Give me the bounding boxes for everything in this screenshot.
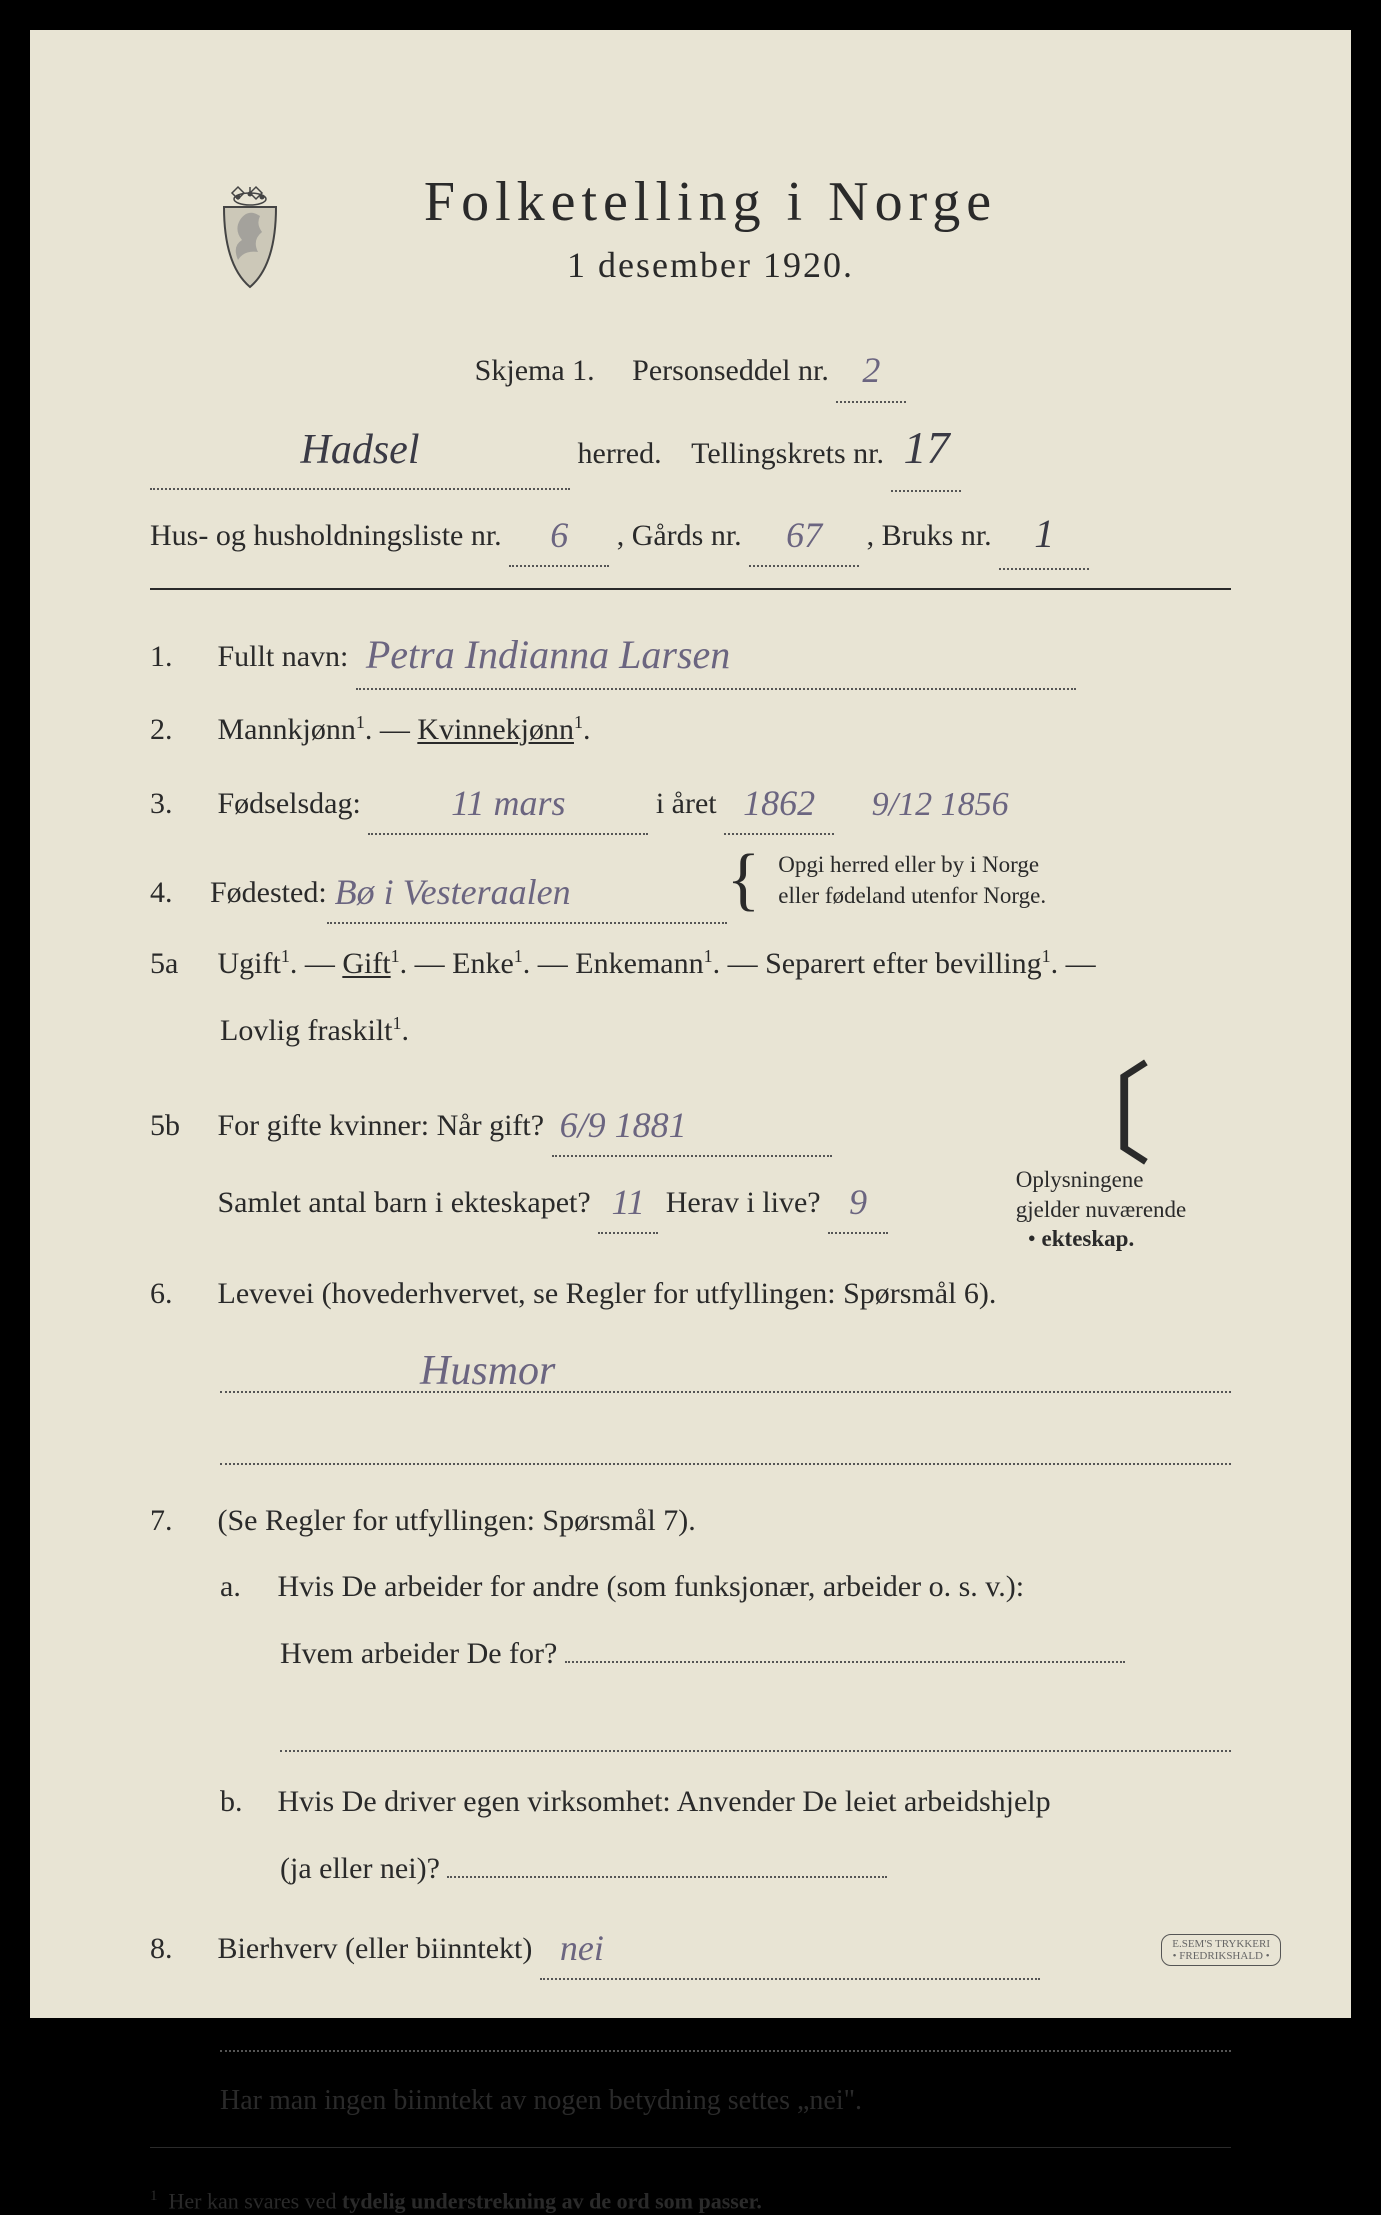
q5b-label3: Herav i live?: [666, 1186, 821, 1219]
title-block: Folketelling i Norge 1 desember 1920.: [190, 170, 1231, 286]
q7b-num: b.: [220, 1776, 270, 1829]
q8-num: 8.: [150, 1923, 210, 1976]
q5b-value2: 11: [612, 1182, 645, 1222]
q8-value: nei: [560, 1928, 604, 1968]
q2-mann: Mannkjønn: [218, 713, 356, 746]
q1-num: 1.: [150, 631, 210, 684]
q5a-fraskilt: Lovlig fraskilt: [220, 1014, 392, 1047]
census-form-page: Folketelling i Norge 1 desember 1920. Sk…: [30, 30, 1351, 2018]
q5b-block: 5b For gifte kvinner: Når gift? 6/9 1881…: [150, 1071, 1231, 1254]
q7-row: 7. (Se Regler for utfyllingen: Spørsmål …: [150, 1495, 1231, 1548]
q5a-separert: Separert efter bevilling: [765, 947, 1042, 980]
q8-row: 8. Bierhverv (eller biinntekt) nei: [150, 1915, 1231, 1980]
q3-num: 3.: [150, 778, 210, 831]
q7b-text1: Hvis De driver egen virksomhet: Anvender…: [278, 1785, 1051, 1818]
q3-alt-date: 9/12 1856: [872, 786, 1009, 823]
q5a-enke: Enke: [452, 947, 514, 980]
q4-label: Fødested:: [210, 867, 327, 920]
q5a-gift: Gift: [342, 947, 390, 980]
q4-num: 4.: [150, 867, 210, 920]
q8-label: Bierhverv (eller biinntekt): [218, 1932, 533, 1965]
q7a-blank-line: [280, 1710, 1231, 1752]
q5a-row2: Lovlig fraskilt1.: [150, 1005, 1231, 1058]
q7-num: 7.: [150, 1495, 210, 1548]
q5b-value3: 9: [849, 1182, 867, 1222]
hus-line: Hus- og husholdningsliste nr. 6 , Gårds …: [150, 496, 1231, 570]
q5b-note: 〔 Oplysningene gjelder nuværende • ektes…: [971, 1071, 1231, 1254]
q3-year: 1862: [743, 783, 815, 823]
gards-label: , Gårds nr.: [617, 519, 742, 552]
personseddel-nr: 2: [862, 350, 880, 390]
q3-row: 3. Fødselsdag: 11 mars i året 1862 9/12 …: [150, 770, 1231, 835]
herred-value: Hadsel: [301, 427, 420, 473]
q7a-num: a.: [220, 1561, 270, 1614]
footnote: 1 Her kan svares ved tydelig understrekn…: [150, 2188, 1231, 2214]
q5b-value1: 6/9 1881: [560, 1105, 687, 1145]
bruks-nr: 1: [1034, 511, 1054, 556]
main-title: Folketelling i Norge: [190, 170, 1231, 234]
q5a-enkemann: Enkemann: [575, 947, 703, 980]
q1-label: Fullt navn:: [218, 640, 349, 673]
q1-value: Petra Indianna Larsen: [366, 632, 730, 677]
q6-answer-line: Husmor: [220, 1351, 1231, 1393]
printer-mark: E.SEM'S TRYKKERI • FREDRIKSHALD •: [1161, 1934, 1281, 1966]
q6-blank-line2: [220, 1423, 1231, 1465]
tellingskrets-nr: 17: [903, 422, 949, 473]
divider: [150, 588, 1231, 590]
q5a-num: 5a: [150, 938, 210, 991]
q4-row: 4. Fødested: Bø i Vesteraalen { Opgi her…: [150, 849, 1231, 924]
q7b-text2: (ja eller nei)?: [280, 1852, 440, 1885]
q7a-row: a. Hvis De arbeider for andre (som funks…: [150, 1561, 1231, 1614]
foot-note: Har man ingen biinntekt av nogen betydni…: [220, 2085, 862, 2116]
tellingskrets-label: Tellingskrets nr.: [691, 437, 884, 470]
q2-kvin: Kvinnekjønn: [417, 713, 574, 746]
q7a-row2: Hvem arbeider De for?: [150, 1628, 1231, 1681]
q7-label: (Se Regler for utfyllingen: Spørsmål 7).: [218, 1504, 696, 1537]
census-date: 1 desember 1920.: [190, 244, 1231, 286]
q6-value: Husmor: [420, 1347, 555, 1395]
q6-label: Levevei (hovederhvervet, se Regler for u…: [218, 1277, 997, 1310]
herred-line: Hadsel herred. Tellingskrets nr. 17: [150, 407, 1231, 492]
coat-of-arms-icon: [210, 185, 290, 295]
q7a-text2: Hvem arbeider De for?: [280, 1637, 557, 1670]
q2-num: 2.: [150, 704, 210, 757]
q7a-text1: Hvis De arbeider for andre (som funksjon…: [278, 1570, 1025, 1603]
q5b-label1: For gifte kvinner: Når gift?: [218, 1109, 545, 1142]
hus-label: Hus- og husholdningsliste nr.: [150, 519, 502, 552]
q5b-num: 5b: [150, 1100, 210, 1153]
q4-note2: eller fødeland utenfor Norge.: [778, 883, 1046, 908]
skjema-label: Skjema 1.: [475, 354, 595, 387]
q5b-label2: Samlet antal barn i ekteskapet?: [218, 1186, 591, 1219]
q7b-row: b. Hvis De driver egen virksomhet: Anven…: [150, 1776, 1231, 1829]
q4-note-block: { Opgi herred eller by i Norge eller fød…: [727, 849, 1046, 911]
divider-thin: [150, 2147, 1231, 2148]
q6-row: 6. Levevei (hovederhvervet, se Regler fo…: [150, 1268, 1231, 1321]
q1-row: 1. Fullt navn: Petra Indianna Larsen: [150, 618, 1231, 690]
bruks-label: , Bruks nr.: [867, 519, 992, 552]
q8-blank-line: [220, 2010, 1231, 2052]
q4-note1: Opgi herred eller by i Norge: [778, 852, 1039, 877]
q2-row: 2. Mannkjønn1. — Kvinnekjønn1.: [150, 704, 1231, 757]
q4-value: Bø i Vesteraalen: [335, 872, 571, 912]
q5a-row: 5a Ugift1. — Gift1. — Enke1. — Enkemann1…: [150, 938, 1231, 991]
skjema-line: Skjema 1. Personseddel nr. 2: [150, 336, 1231, 403]
personseddel-label: Personseddel nr.: [632, 354, 829, 387]
q3-year-label: i året: [656, 787, 717, 820]
gards-nr: 67: [786, 515, 822, 555]
herred-label: herred.: [578, 437, 662, 470]
q7b-row2: (ja eller nei)?: [150, 1843, 1231, 1896]
q3-label: Fødselsdag:: [218, 787, 361, 820]
q6-num: 6.: [150, 1268, 210, 1321]
q5a-ugift: Ugift: [218, 947, 281, 980]
foot-note-line: Har man ingen biinntekt av nogen betydni…: [150, 2076, 1231, 2125]
q3-day: 11 mars: [451, 783, 565, 823]
hus-nr: 6: [550, 515, 568, 555]
